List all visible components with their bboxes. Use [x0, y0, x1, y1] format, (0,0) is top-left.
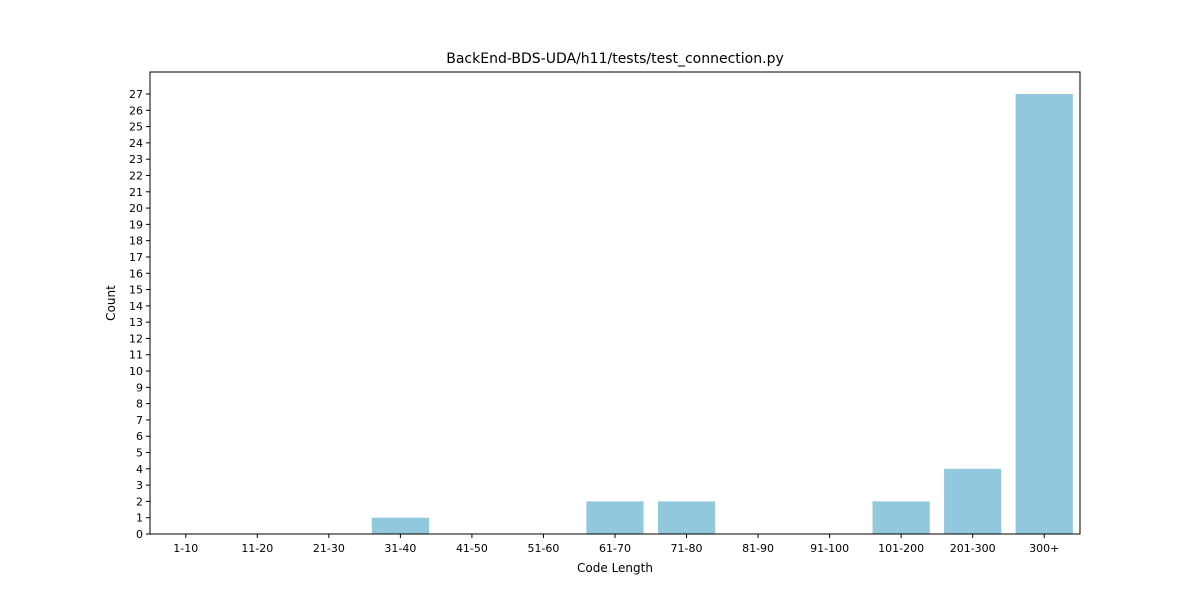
x-tick-label: 61-70 [599, 542, 631, 555]
y-tick-label: 18 [129, 235, 143, 248]
y-tick-label: 2 [136, 495, 143, 508]
y-tick-label: 23 [129, 153, 143, 166]
x-tick-label: 1-10 [173, 542, 198, 555]
y-tick-label: 6 [136, 430, 143, 443]
y-tick-label: 14 [129, 300, 143, 313]
y-tick-label: 1 [136, 512, 143, 525]
plot-frame [149, 71, 1081, 535]
y-tick-label: 20 [129, 202, 143, 215]
y-tick-label: 12 [129, 332, 143, 345]
y-axis: 0123456789101112131415161718192021222324… [129, 88, 150, 541]
y-tick-label: 25 [129, 121, 143, 134]
bars-group [371, 94, 1073, 534]
x-tick-label: 91-100 [810, 542, 849, 555]
y-tick-label: 7 [136, 414, 143, 427]
y-tick-label: 8 [136, 398, 143, 411]
y-tick-label: 22 [129, 169, 143, 182]
y-tick-label: 16 [129, 267, 143, 280]
x-tick-label: 81-90 [742, 542, 774, 555]
x-tick-label: 51-60 [527, 542, 559, 555]
x-tick-label: 31-40 [384, 542, 416, 555]
bar-300+ [1015, 94, 1073, 534]
chart-title: BackEnd-BDS-UDA/h11/tests/test_connectio… [446, 51, 784, 67]
bar-71-80 [657, 501, 716, 534]
x-tick-label: 11-20 [241, 542, 273, 555]
bar-61-70 [586, 501, 644, 534]
y-tick-label: 21 [129, 186, 143, 199]
x-tick-label: 101-200 [878, 542, 924, 555]
y-tick-label: 24 [129, 137, 143, 150]
y-tick-label: 15 [129, 284, 143, 297]
y-tick-label: 27 [129, 88, 143, 101]
y-tick-label: 11 [129, 349, 143, 362]
y-tick-label: 13 [129, 316, 143, 329]
bar-31-40 [371, 517, 429, 534]
x-axis: 1-10 11-20 21-30 31-40 41-50 51-60 61-70 71-80 8… [173, 534, 1059, 555]
x-tick-label: 201-300 [950, 542, 996, 555]
y-tick-label: 0 [136, 528, 143, 541]
x-axis-label: Code Length [577, 561, 653, 575]
y-tick-label: 17 [129, 251, 143, 264]
y-tick-label: 4 [136, 463, 143, 476]
y-tick-label: 26 [129, 104, 143, 117]
x-tick-label: 21-30 [313, 542, 345, 555]
x-tick-label: 41-50 [456, 542, 488, 555]
y-tick-label: 9 [136, 381, 143, 394]
y-tick-label: 10 [129, 365, 143, 378]
y-tick-label: 19 [129, 218, 143, 231]
bar-101-200 [872, 501, 930, 534]
x-tick-label: 71-80 [671, 542, 703, 555]
y-tick-label: 3 [136, 479, 143, 492]
bar-201-300 [944, 468, 1002, 534]
x-tick-label: 300+ [1029, 542, 1059, 555]
y-tick-label: 5 [136, 447, 143, 460]
y-axis-label: Count [104, 285, 118, 321]
